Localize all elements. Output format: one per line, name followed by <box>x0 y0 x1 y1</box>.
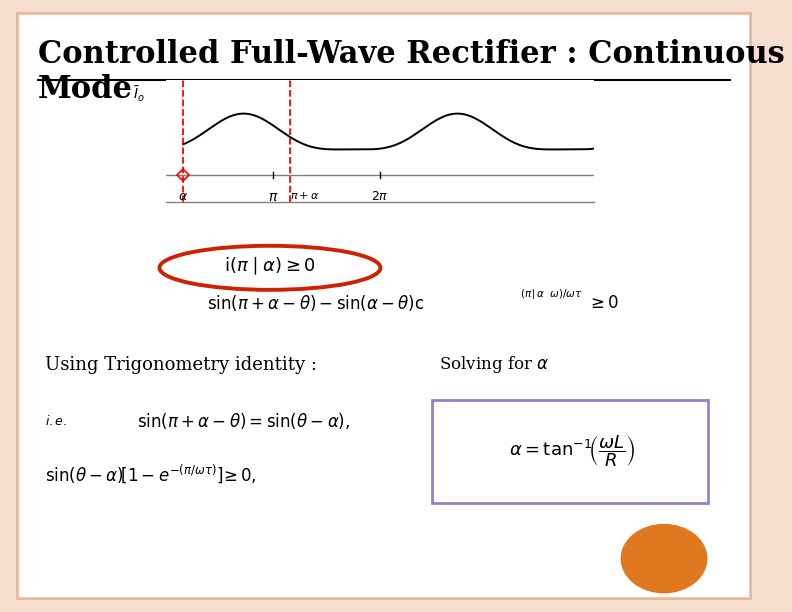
Text: $\alpha$: $\alpha$ <box>178 190 188 203</box>
Text: $2\pi$: $2\pi$ <box>371 190 389 203</box>
Text: $\pi$: $\pi$ <box>268 190 279 204</box>
FancyBboxPatch shape <box>16 12 752 600</box>
Text: $\bar{I}_o$: $\bar{I}_o$ <box>133 84 145 104</box>
Text: $\geq 0$: $\geq 0$ <box>587 294 619 312</box>
Text: $\alpha = \tan^{-1}\!\!\left(\dfrac{\omega L}{R}\right)$: $\alpha = \tan^{-1}\!\!\left(\dfrac{\ome… <box>508 433 635 469</box>
Text: $i.e.$: $i.e.$ <box>45 414 67 428</box>
Text: $\pi+\alpha$: $\pi+\alpha$ <box>290 190 320 201</box>
Text: $\sin(\theta-\alpha)\!\left[1 - e^{-(\pi/\omega\tau)}\right]\!\geq 0,$: $\sin(\theta-\alpha)\!\left[1 - e^{-(\pi… <box>45 462 257 485</box>
FancyBboxPatch shape <box>432 400 708 503</box>
Text: $\sin(\pi+\alpha-\theta) - \sin(\alpha-\theta)\mathrm{c}$: $\sin(\pi+\alpha-\theta) - \sin(\alpha-\… <box>208 293 425 313</box>
Text: Mode: Mode <box>38 74 133 105</box>
Text: $\sin(\pi+\alpha-\theta) = \sin(\theta-\alpha),$: $\sin(\pi+\alpha-\theta) = \sin(\theta-\… <box>137 411 351 431</box>
Text: Controlled Full-Wave Rectifier : Continuous: Controlled Full-Wave Rectifier : Continu… <box>38 39 785 70</box>
Text: $(\pi\!\mid\!\alpha\ \ \omega)/\omega\tau$: $(\pi\!\mid\!\alpha\ \ \omega)/\omega\ta… <box>520 287 584 301</box>
Text: $\mathrm{i}(\pi \mid \alpha) \geq 0$: $\mathrm{i}(\pi \mid \alpha) \geq 0$ <box>224 256 316 277</box>
Text: Solving for $\alpha$: Solving for $\alpha$ <box>440 354 550 375</box>
Text: Using Trigonometry identity :: Using Trigonometry identity : <box>45 356 318 374</box>
Circle shape <box>621 524 706 592</box>
